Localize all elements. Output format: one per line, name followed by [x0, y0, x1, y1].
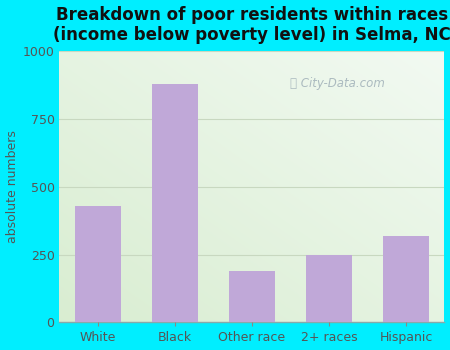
Y-axis label: absolute numbers: absolute numbers [5, 131, 18, 243]
Bar [152, 84, 198, 322]
Title: Breakdown of poor residents within races
(income below poverty level) in Selma, : Breakdown of poor residents within races… [53, 6, 450, 44]
Bar [383, 236, 429, 322]
Bar [229, 271, 275, 322]
Bar [306, 255, 352, 322]
Text: ⓘ City-Data.com: ⓘ City-Data.com [290, 77, 385, 91]
Bar [75, 206, 121, 322]
